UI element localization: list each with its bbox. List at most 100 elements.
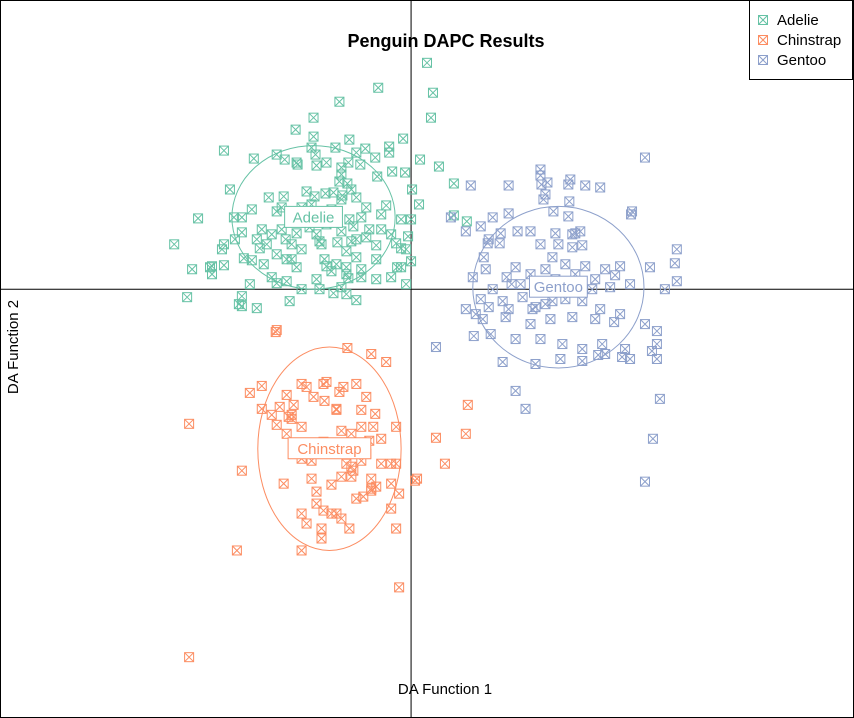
chinstrap-point (306, 473, 317, 484)
chinstrap-point (391, 421, 402, 432)
chinstrap-point (236, 465, 247, 476)
adelie-point (291, 228, 302, 239)
adelie-point (336, 169, 347, 180)
gentoo-point (540, 264, 551, 275)
adelie-point (381, 200, 392, 211)
gentoo-point (671, 276, 682, 287)
gentoo-point (550, 228, 561, 239)
chinstrap-point (376, 458, 387, 469)
gentoo-group-label: Gentoo (528, 275, 588, 298)
adelie-point (415, 154, 426, 165)
adelie-point (337, 190, 348, 201)
x-axis-label: DA Function 1 (398, 681, 492, 698)
chinstrap-point (410, 475, 421, 486)
chinstrap-point (371, 481, 382, 492)
adelie-point (246, 255, 257, 266)
gentoo-point (495, 228, 506, 239)
adelie-point (336, 162, 347, 173)
gentoo-point (555, 354, 566, 364)
gentoo-point (535, 334, 546, 345)
adelie-point (284, 296, 295, 307)
chinstrap-point (336, 425, 347, 436)
adelie-point (308, 112, 319, 123)
svg-text:Gentoo: Gentoo (534, 279, 583, 296)
adelie-point (371, 240, 382, 251)
gentoo-point (563, 179, 574, 190)
gentoo-point (564, 196, 575, 207)
gentoo-point (530, 302, 541, 313)
gentoo-point (644, 262, 655, 273)
gentoo-point (483, 302, 494, 313)
adelie-point (286, 254, 297, 265)
gentoo-point (560, 259, 571, 270)
gentoo-point (430, 342, 441, 353)
legend-item-gentoo: Gentoo (758, 52, 826, 69)
adelie-point (321, 157, 332, 168)
chinstrap-point (311, 486, 322, 497)
chinstrap-point (381, 356, 392, 367)
gentoo-point (671, 244, 682, 255)
adelie-point (236, 291, 247, 302)
gentoo-point (547, 252, 558, 263)
adelie-point (258, 259, 269, 270)
legend-label-adelie: Adelie (777, 12, 819, 29)
adelie-point (187, 264, 198, 275)
chinstrap-point (366, 349, 377, 360)
adelie-point (244, 279, 255, 290)
adelie-point (182, 292, 193, 303)
gentoo-point (557, 339, 568, 350)
gentoo-point (651, 326, 662, 337)
chinstrap-point (331, 403, 342, 414)
gentoo-point (510, 334, 521, 345)
adelie-point (461, 216, 472, 227)
adelie-point (271, 278, 282, 289)
chinstrap-point (266, 409, 277, 420)
adelie-point (246, 204, 257, 215)
adelie-point (348, 221, 359, 232)
chinstrap-point (361, 391, 372, 402)
gentoo-point (590, 314, 601, 325)
adelie-point (314, 236, 325, 247)
adelie-point (341, 262, 352, 273)
gentoo-point (487, 212, 498, 223)
gentoo-point (468, 331, 479, 342)
gentoo-point (639, 319, 650, 330)
chinstrap-point (281, 389, 292, 400)
gentoo-point (647, 433, 658, 444)
chinstrap-point (394, 582, 405, 593)
chinstrap-point (288, 399, 299, 410)
adelie-point (386, 272, 397, 283)
adelie-point (254, 243, 265, 254)
adelie-point (351, 252, 362, 263)
chinstrap-point (356, 404, 367, 415)
adelie-point (224, 184, 235, 195)
adelie-point (351, 192, 362, 203)
gentoo-point (577, 355, 588, 366)
chinstrap-point (244, 387, 255, 398)
adelie-point (306, 142, 317, 153)
chinstrap-point (231, 545, 242, 556)
adelie-point (281, 276, 292, 287)
gentoo-point (520, 403, 531, 414)
gentoo-point (617, 352, 628, 363)
legend-marker-gentoo (758, 55, 768, 65)
gentoo-point (595, 182, 606, 193)
gentoo-point (609, 317, 620, 328)
gentoo-point (445, 212, 456, 223)
chinstrap-point (370, 408, 381, 419)
gentoo-point (530, 358, 541, 369)
gentoo-point (497, 356, 508, 367)
legend-marker-chinstrap (758, 35, 768, 45)
chinstrap-group-label: Chinstrap (287, 437, 372, 460)
gentoo-point (553, 239, 564, 250)
chinstrap-point (386, 478, 397, 489)
adelie-point (403, 231, 414, 242)
chinstrap-point (439, 458, 450, 469)
adelie-point (266, 229, 277, 240)
chinstrap-point (358, 491, 369, 502)
legend-box (749, 0, 853, 80)
chinstrap-point (394, 488, 405, 499)
gentoo-point (580, 261, 591, 272)
gentoo-point (577, 344, 588, 355)
svg-text:Adelie: Adelie (293, 209, 335, 226)
